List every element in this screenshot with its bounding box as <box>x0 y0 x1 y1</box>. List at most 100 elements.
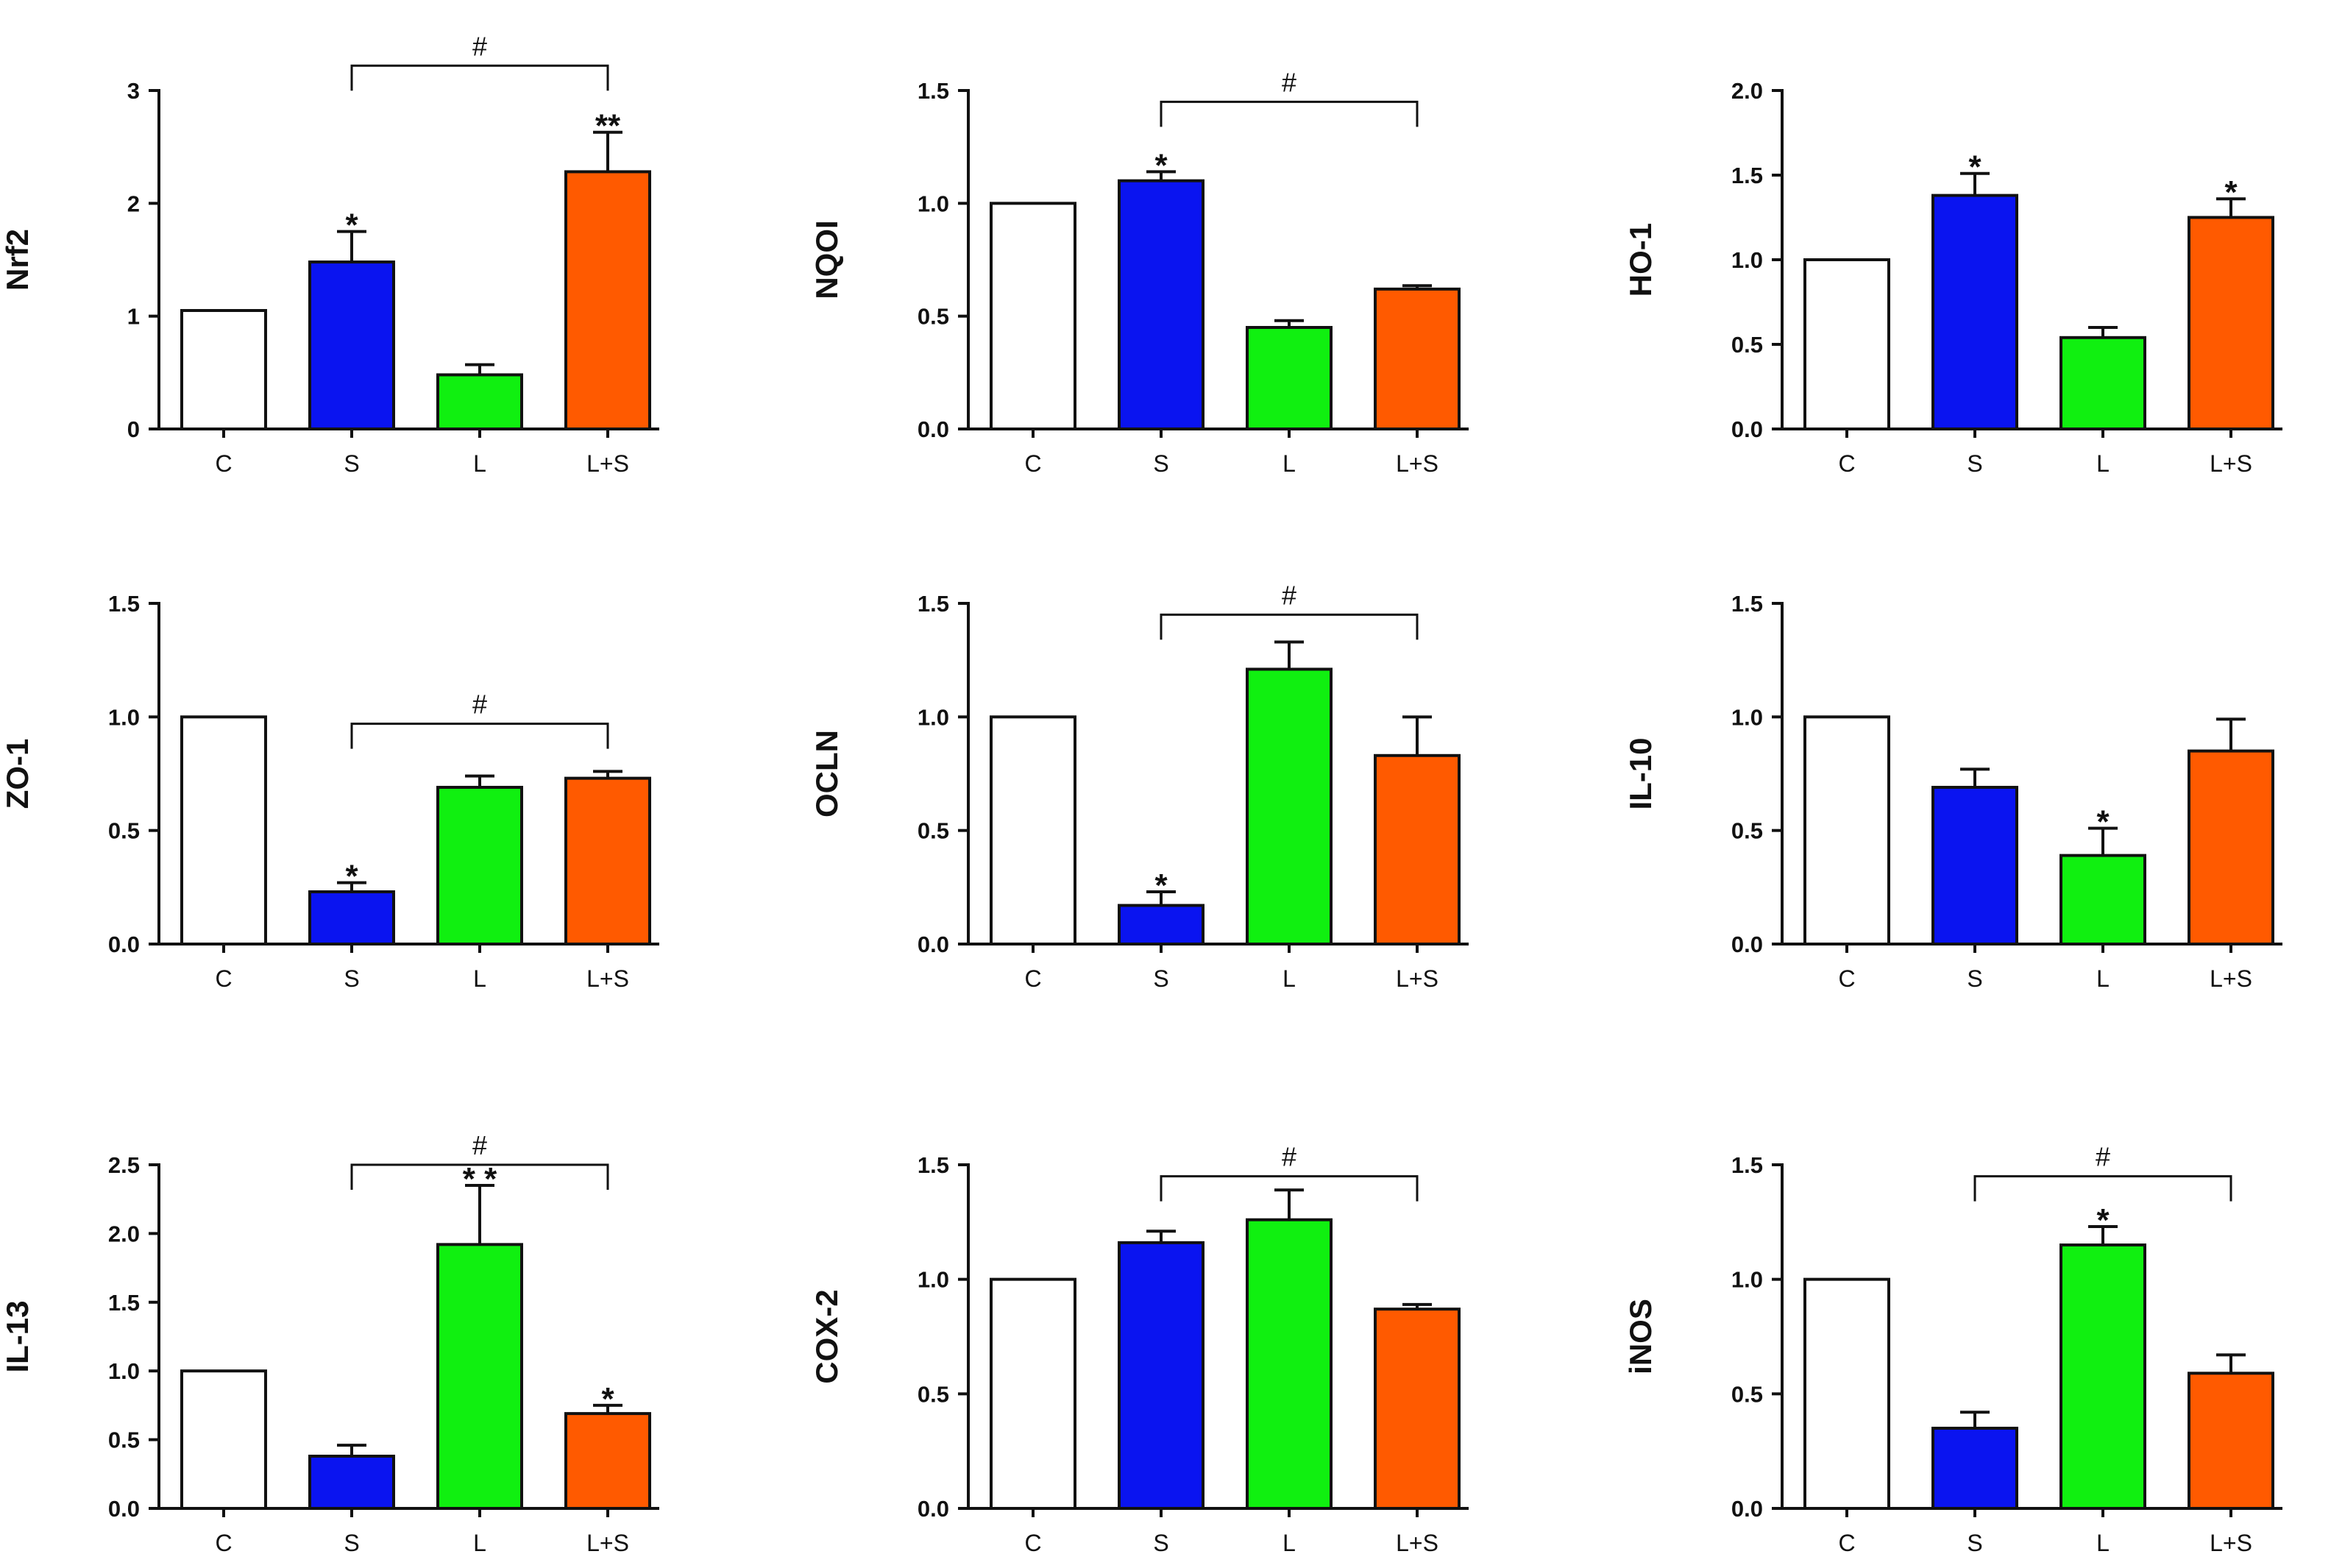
y-tick-label: 1.0 <box>918 704 949 730</box>
significance-bracket <box>350 723 609 749</box>
panel-nrf2: Nrf2 C * S L ** L+S 0 1 2 3 # <box>0 31 659 477</box>
x-tick-label: L <box>2096 450 2110 477</box>
error-bar <box>2088 1225 2118 1245</box>
y-tick-label: 2.0 <box>1731 78 1763 104</box>
y-tick-label: 1.5 <box>918 1152 949 1178</box>
y-tick-label: 0.5 <box>108 1427 140 1453</box>
bar-l-plus-s <box>564 1412 651 1511</box>
error-bar <box>337 1444 366 1457</box>
significance-bracket <box>1160 100 1419 127</box>
panel-il-10: IL-10 C S * L L+S 0.0 0.5 1.0 1.5 <box>1623 591 2282 992</box>
bar-l <box>2059 1243 2146 1510</box>
y-axis-label: ZO-1 <box>0 739 35 809</box>
significance-star: * <box>2224 174 2238 210</box>
error-bar <box>593 1403 622 1414</box>
x-tick-label: L+S <box>1396 450 1438 477</box>
x-tick-label: S <box>344 965 359 992</box>
bar-l-plus-s <box>2188 216 2274 430</box>
x-tick-label: S <box>344 1530 359 1556</box>
significance-star: * <box>1968 149 1981 185</box>
significance-star: * <box>1154 147 1168 183</box>
error-bar <box>1274 1188 1304 1220</box>
y-tick-label: 0.5 <box>918 1381 949 1407</box>
y-tick-label: 0 <box>127 416 140 442</box>
bar-s <box>308 260 395 431</box>
bar-s <box>308 1455 395 1510</box>
bar-c <box>180 715 267 946</box>
bracket-label: # <box>472 689 487 720</box>
x-tick-label: L+S <box>2210 965 2252 992</box>
error-bar <box>337 881 366 893</box>
x-tick-label: L+S <box>2210 450 2252 477</box>
significance-star: * * <box>463 1161 497 1197</box>
y-axis-label: Nrf2 <box>0 229 35 291</box>
x-tick-label: C <box>215 450 232 477</box>
y-tick-label: 1.0 <box>108 704 140 730</box>
significance-star: * <box>2096 804 2110 840</box>
bar-s <box>1931 786 2018 946</box>
x-tick-label: C <box>215 1530 232 1556</box>
error-bar <box>1402 1302 1432 1310</box>
panel-zo-1: ZO-1 C * S L L+S 0.0 0.5 1.0 1.5 # <box>0 591 659 992</box>
significance-bracket <box>350 64 609 91</box>
y-tick-label: 1.5 <box>1731 591 1763 617</box>
x-tick-label: S <box>1967 450 1982 477</box>
significance-star: * <box>1154 868 1168 904</box>
y-tick-label: 1.0 <box>1731 247 1763 273</box>
y-tick-label: 0.5 <box>918 818 949 844</box>
panel-inos: iNOS C S * L L+S 0.0 0.5 1.0 1.5 # <box>1623 1142 2282 1556</box>
x-tick-label: L <box>1282 965 1296 992</box>
bracket-label: # <box>1282 67 1296 97</box>
x-tick-label: L+S <box>586 450 629 477</box>
bar-c <box>1803 258 1890 430</box>
bracket-label: # <box>472 31 487 61</box>
error-bar <box>465 1184 494 1245</box>
error-bar <box>593 130 622 172</box>
error-bar <box>2216 717 2246 751</box>
error-bar <box>2216 1353 2246 1374</box>
y-tick-label: 0.5 <box>1731 1381 1763 1407</box>
y-tick-label: 1.0 <box>108 1358 140 1384</box>
y-axis-label: NQOI <box>809 220 844 299</box>
bar-l-plus-s <box>564 776 651 946</box>
x-tick-label: L <box>2096 965 2110 992</box>
y-tick-label: 0.5 <box>108 818 140 844</box>
bar-c <box>180 309 267 430</box>
panel-ho-1: HO-1 C * S L * L+S 0.0 0.5 1.0 1.5 2.0 <box>1623 78 2282 477</box>
y-tick-label: 1.5 <box>918 78 949 104</box>
error-bar <box>2216 197 2246 218</box>
error-bar <box>2088 826 2118 856</box>
bracket-label: # <box>1282 580 1296 610</box>
x-tick-label: C <box>1838 965 1855 992</box>
bar-s <box>1931 1427 2018 1510</box>
bar-c <box>1803 1277 1890 1510</box>
y-tick-label: 1.0 <box>918 1267 949 1293</box>
x-tick-label: C <box>1838 450 1855 477</box>
x-tick-label: L+S <box>1396 1530 1438 1556</box>
bar-l <box>436 1243 523 1510</box>
error-bar <box>1960 767 1990 788</box>
y-tick-label: 0.0 <box>918 1496 949 1522</box>
y-tick-label: 2 <box>127 191 140 216</box>
bar-c <box>990 715 1076 946</box>
y-tick-label: 0.0 <box>918 416 949 442</box>
significance-bracket <box>1160 613 1419 640</box>
x-tick-label: C <box>1838 1530 1855 1556</box>
y-axis-label: iNOS <box>1623 1299 1658 1374</box>
error-bar <box>2088 326 2118 338</box>
x-tick-label: C <box>1024 1530 1041 1556</box>
bar-c <box>990 202 1076 430</box>
bar-l <box>436 373 523 430</box>
panel-ocln: OCLN C * S L L+S 0.0 0.5 1.0 1.5 # <box>809 580 1469 992</box>
y-tick-label: 1.0 <box>1731 1267 1763 1293</box>
y-tick-label: 0.5 <box>1731 818 1763 844</box>
y-tick-label: 0.0 <box>1731 416 1763 442</box>
error-bar <box>1146 890 1176 906</box>
y-axis-label: COX-2 <box>809 1289 844 1383</box>
bar-l-plus-s <box>1374 287 1461 430</box>
bar-s <box>1118 904 1204 946</box>
x-tick-label: L <box>473 1530 486 1556</box>
bar-l <box>1246 667 1333 946</box>
bracket-label: # <box>2096 1142 2110 1172</box>
